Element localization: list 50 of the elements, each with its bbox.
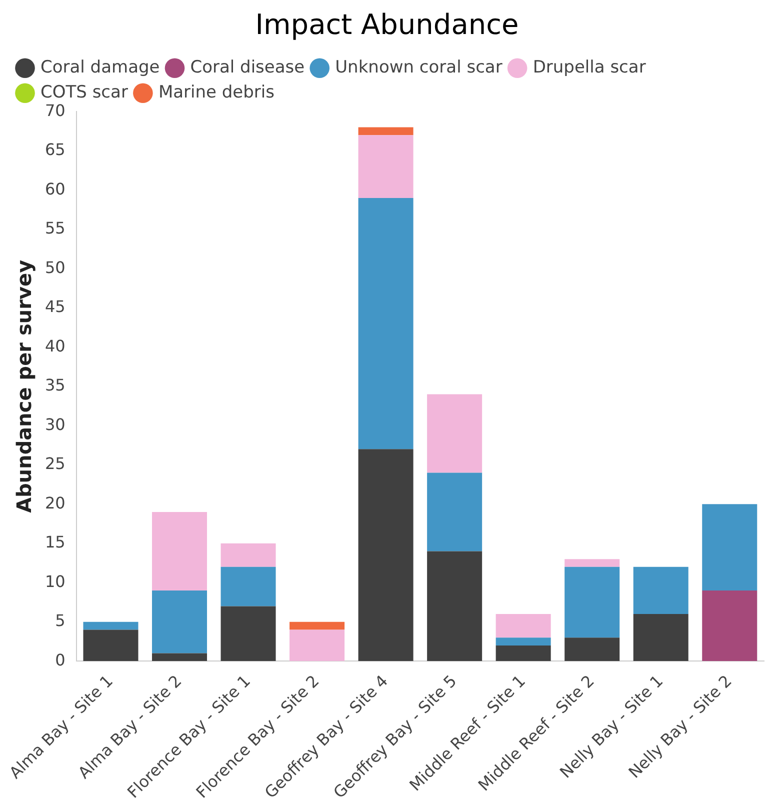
y-tick-label: 45 [45,297,66,316]
legend-label: Drupella scar [532,58,646,78]
y-tick-label: 50 [45,258,66,277]
bar [564,566,620,638]
bar [427,472,482,552]
bar [496,614,551,638]
y-tick-label: 5 [55,611,66,630]
bar [358,449,414,662]
bar [496,645,551,662]
y-tick-label: 10 [45,572,66,591]
y-tick-label: 20 [45,493,66,512]
y-axis-title: Abundance per survey [12,260,36,513]
bar [220,543,276,567]
bar [702,504,758,590]
y-tick-label: 30 [45,414,66,434]
y-tick-label: 65 [45,140,66,160]
bar [427,551,482,662]
bar [290,630,345,662]
bar [152,512,208,590]
legend-label: COTS scar [40,82,128,103]
bar [83,630,138,662]
bar [564,638,620,662]
chart-title: Impact Abundance [255,8,519,42]
y-tick-label: 15 [45,532,66,552]
y-tick-label: 40 [45,336,66,356]
bar [152,590,208,654]
bar [83,622,138,630]
bar [702,590,758,662]
legend-label: Marine debris [158,82,275,103]
legend-label: Coral damage [40,58,160,78]
bar [358,127,414,136]
bar [358,135,414,198]
bar [152,653,208,662]
bar [427,394,482,473]
bar [290,622,345,630]
legend-label: Coral disease [190,58,305,78]
bar [633,614,688,662]
bar [564,559,620,567]
y-tick-label: 25 [45,454,66,474]
y-tick-label: 60 [45,179,66,198]
bar [220,606,276,662]
y-tick-label: 55 [45,218,66,238]
legend-label: Unknown coral scar [335,58,502,78]
y-tick-label: 0 [55,650,66,670]
bar [496,638,551,646]
y-tick-label: 35 [45,376,66,395]
y-tick-label: 70 [45,100,66,120]
bar [633,566,688,614]
bar [358,198,414,450]
bar [220,566,276,606]
